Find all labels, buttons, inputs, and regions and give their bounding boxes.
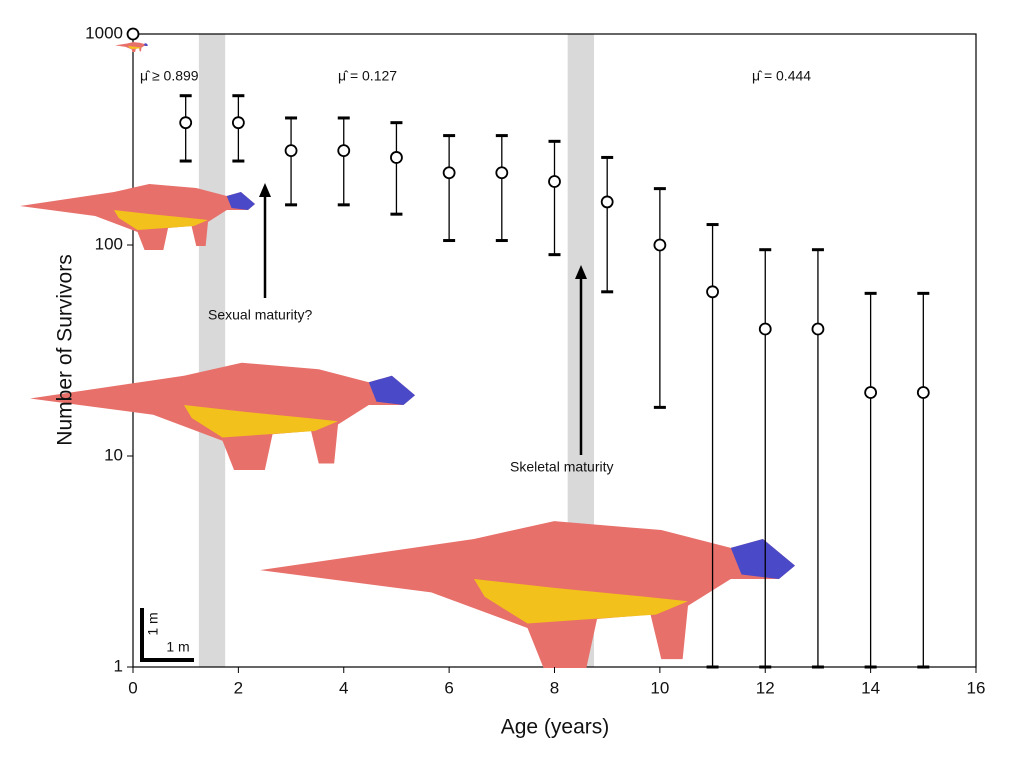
x-tick-label: 10 xyxy=(650,678,669,697)
x-tick-label: 16 xyxy=(967,678,986,697)
y-tick-label: 100 xyxy=(95,234,123,253)
x-axis-label: Age (years) xyxy=(501,716,610,739)
annotation: Skeletal maturity xyxy=(510,459,613,475)
arrow-head xyxy=(259,183,271,197)
annotation: Sexual maturity? xyxy=(208,307,312,323)
band xyxy=(198,34,226,667)
data-point xyxy=(337,144,351,158)
scale-bar xyxy=(140,608,194,662)
data-point xyxy=(811,322,825,336)
x-tick-label: 8 xyxy=(550,678,559,697)
annotation: μ̂ = 0.127 xyxy=(338,68,397,84)
dinosaur-icon xyxy=(260,521,795,668)
x-tick-label: 2 xyxy=(234,678,243,697)
y-tick-label: 1 xyxy=(114,656,123,675)
data-point xyxy=(916,386,930,399)
y-tick-label: 1000 xyxy=(85,23,123,42)
data-point xyxy=(653,238,667,252)
x-tick-label: 14 xyxy=(861,678,880,697)
annotation: μ̂ = 0.444 xyxy=(752,68,811,84)
data-point xyxy=(864,386,878,399)
data-point xyxy=(548,175,561,188)
data-point xyxy=(442,166,456,180)
arrow-head xyxy=(575,265,587,279)
y-axis-label: Number of Survivors xyxy=(54,254,77,445)
data-point xyxy=(600,195,614,209)
data-point xyxy=(284,144,298,158)
x-tick-label: 12 xyxy=(756,678,775,697)
dinosaur-icon xyxy=(115,42,148,52)
scale-label: 1 m xyxy=(145,612,161,635)
data-point xyxy=(495,166,509,180)
annotation: μ̂ ≥ 0.899 xyxy=(140,68,199,84)
x-tick-label: 4 xyxy=(339,678,348,697)
data-point xyxy=(706,285,719,299)
data-point xyxy=(231,116,245,130)
x-tick-label: 0 xyxy=(128,678,137,697)
scale-label: 1 m xyxy=(166,639,189,655)
data-point xyxy=(758,322,772,336)
data-point xyxy=(179,116,193,130)
x-tick-label: 6 xyxy=(444,678,453,697)
data-point xyxy=(390,151,403,164)
data-point xyxy=(126,27,140,41)
y-tick-label: 10 xyxy=(104,445,123,464)
